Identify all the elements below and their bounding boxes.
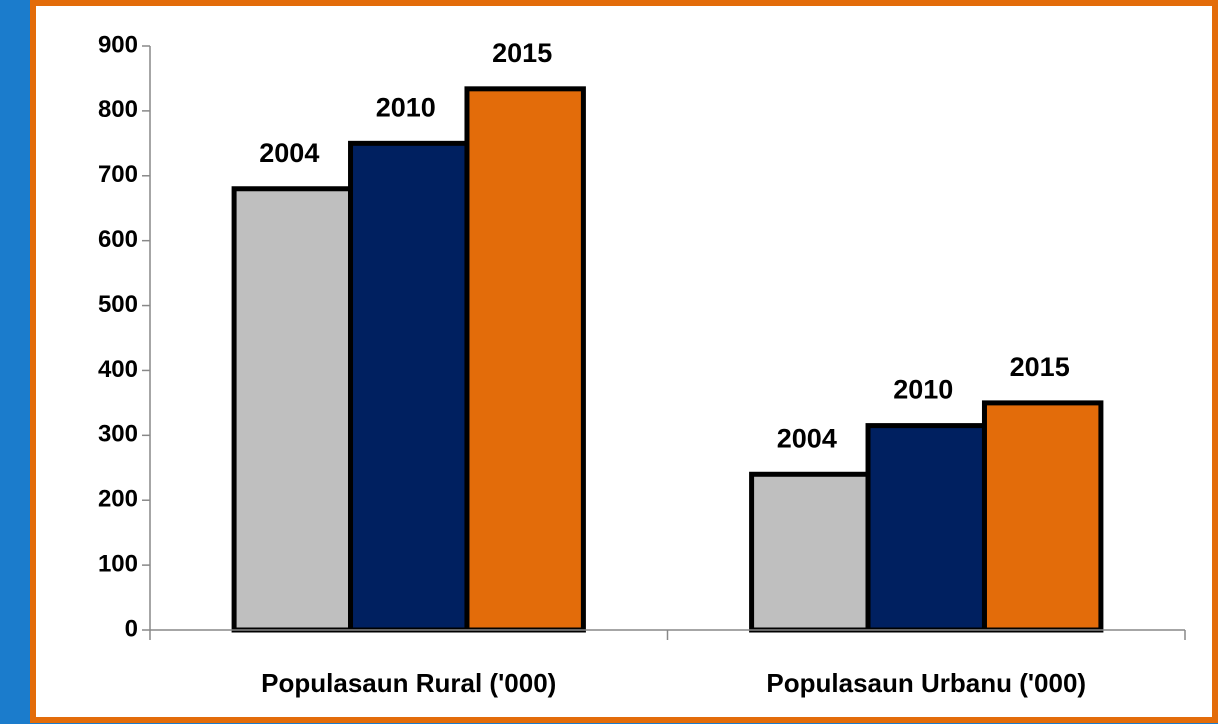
y-tick-label: 900: [98, 31, 138, 58]
bar: [348, 140, 470, 633]
y-tick-label: 0: [125, 615, 138, 642]
y-tick-label: 500: [98, 291, 138, 318]
y-tick-label: 800: [98, 96, 138, 123]
data-label: 2004: [777, 423, 837, 453]
x-tick-label: Populasaun Urbanu ('000): [766, 668, 1086, 698]
x-tick-label: Populasaun Rural ('000): [261, 668, 556, 698]
bar: [231, 186, 354, 633]
bar: [981, 400, 1104, 633]
data-label: 2010: [376, 92, 436, 122]
bar: [865, 423, 987, 633]
data-label: 2015: [492, 38, 552, 68]
y-tick-label: 200: [98, 486, 138, 513]
data-label: 2015: [1010, 352, 1070, 382]
y-tick-label: 100: [98, 550, 138, 577]
bar: [749, 471, 871, 633]
bar: [464, 86, 586, 633]
y-tick-label: 600: [98, 226, 138, 253]
y-tick-label: 400: [98, 356, 138, 383]
y-tick-label: 700: [98, 161, 138, 188]
data-label: 2004: [259, 138, 319, 168]
data-label: 2010: [893, 375, 953, 405]
y-tick-label: 300: [98, 421, 138, 448]
